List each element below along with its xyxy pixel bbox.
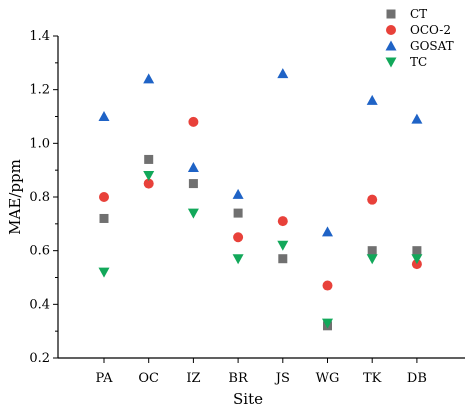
x-ticks: PA OC IZ BR JS WG TK DB [96,358,427,386]
ct-point-js [278,254,288,264]
legend-label-ct: CT [410,7,427,21]
axes [57,36,465,359]
tc-point-iz [187,208,199,219]
gosat-point-pa [98,111,110,121]
x-tick-label: OC [138,371,159,386]
legend-marker-oco-2 [386,25,396,35]
oco-2-point-br [233,232,244,243]
ct-point-br [233,208,243,218]
y-tick-label: 0.2 [29,351,50,366]
y-tick-label: 0.6 [29,244,50,259]
oco-2-point-wg [322,280,333,291]
y-tick-label: 1.0 [29,136,50,151]
oco-2-point-pa [99,192,109,202]
gosat-point-oc [143,73,155,84]
gosat-point-wg [322,226,333,237]
legend-label-oco-2: OCO-2 [410,23,451,37]
ct-point-pa [99,213,109,223]
x-tick-label: IZ [186,371,200,386]
legend-marker-tc [385,57,397,68]
x-tick-label: WG [316,371,340,386]
gosat-point-br [232,188,244,199]
gosat-point-iz [187,161,199,172]
y-ticks: 0.2 0.4 0.6 0.8 1.0 1.2 1.4 [29,29,58,366]
oco-2-point-oc [143,178,154,189]
y-tick-label: 1.4 [29,29,50,44]
legend-marker-gosat [385,40,397,51]
legend-label-tc: TC [410,55,427,69]
ct-point-oc [144,154,154,164]
tc-point-db [411,254,423,265]
tc-point-js [277,240,289,251]
data-marks [98,68,423,331]
x-axis-title: Site [233,390,263,408]
oco-2-point-js [277,216,288,227]
y-tick-label: 0.8 [29,190,50,205]
legend: CT OCO-2 GOSAT TC [385,7,454,69]
gosat-point-tk [366,94,378,105]
tc-point-br [232,254,244,265]
x-tick-label: TK [363,371,382,386]
oco-2-point-tk [367,194,378,205]
x-tick-label: PA [96,371,114,386]
tc-point-wg [322,318,333,329]
tc-point-tk [366,254,378,265]
x-tick-label: JS [274,371,290,386]
legend-label-gosat: GOSAT [410,39,454,53]
legend-marker-ct [386,9,396,19]
gosat-point-js [277,68,289,79]
gosat-point-db [411,113,423,124]
y-tick-label: 1.2 [29,83,50,98]
ct-point-db [412,246,422,256]
x-tick-label: BR [228,371,249,386]
ct-point-tk [367,246,377,256]
x-tick-label: DB [407,371,427,386]
y-tick-label: 0.4 [29,297,50,312]
oco-2-point-iz [188,116,199,127]
y-axis-title: MAE/ppm [6,159,24,235]
ct-point-iz [188,179,198,189]
tc-point-oc [143,171,155,182]
tc-point-pa [98,267,110,278]
